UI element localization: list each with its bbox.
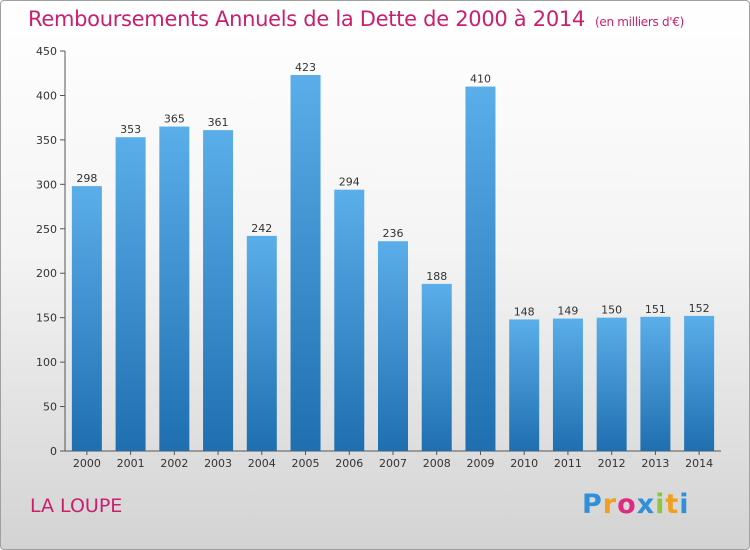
value-label: 242 bbox=[251, 222, 272, 235]
chart-title-text: Remboursements Annuels de la Dette de 20… bbox=[28, 7, 585, 31]
bar bbox=[290, 75, 321, 451]
x-axis: 2000 2001 2002 2003 2004 2005 2006 2007 2008 2009… bbox=[65, 450, 721, 470]
value-label: 150 bbox=[601, 304, 622, 317]
value-label: 423 bbox=[295, 61, 316, 74]
bar bbox=[640, 316, 671, 451]
y-tick-label: 150 bbox=[36, 312, 57, 325]
value-label: 361 bbox=[208, 116, 229, 129]
y-tick-label: 350 bbox=[36, 134, 57, 147]
proxiti-logo[interactable]: Proxiti bbox=[582, 489, 690, 520]
x-tick-label: 2001 bbox=[117, 457, 145, 470]
value-label: 410 bbox=[470, 73, 491, 86]
value-label: 188 bbox=[426, 270, 447, 283]
logo-letter: x bbox=[636, 489, 656, 520]
y-tick-label: 50 bbox=[43, 401, 57, 414]
logo-letter: P bbox=[582, 489, 603, 520]
bar bbox=[246, 235, 277, 451]
value-label: 236 bbox=[383, 227, 404, 240]
value-label: 152 bbox=[689, 302, 710, 315]
logo-letter: t bbox=[665, 489, 680, 520]
value-label: 365 bbox=[164, 113, 185, 126]
value-label: 149 bbox=[557, 305, 578, 318]
x-tick-label: 2002 bbox=[160, 457, 188, 470]
y-tick-label: 0 bbox=[50, 445, 57, 458]
bar bbox=[203, 130, 234, 451]
bar bbox=[552, 318, 583, 451]
x-tick-label: 2010 bbox=[510, 457, 538, 470]
x-tick-label: 2011 bbox=[554, 457, 582, 470]
data-labels: 298 353 365 361 242 423 294 236 188 410 148 149 150 1… bbox=[76, 61, 709, 318]
bar bbox=[159, 126, 190, 452]
bar bbox=[684, 315, 715, 451]
x-tick-label: 2004 bbox=[248, 457, 276, 470]
x-tick-label: 2008 bbox=[423, 457, 451, 470]
value-label: 298 bbox=[76, 172, 97, 185]
y-tick-label: 450 bbox=[36, 45, 57, 58]
y-axis: 0 50 100 150 200 250 300 350 400 450 bbox=[36, 45, 66, 458]
bars bbox=[71, 75, 715, 452]
logo-letter: o bbox=[617, 489, 637, 520]
x-tick-label: 2003 bbox=[204, 457, 232, 470]
value-label: 353 bbox=[120, 123, 141, 136]
bar bbox=[509, 319, 540, 451]
bar bbox=[378, 241, 408, 451]
city-name: LA LOUPE bbox=[30, 495, 123, 517]
x-tick-label: 2007 bbox=[379, 457, 407, 470]
x-tick-label: 2006 bbox=[335, 457, 363, 470]
x-tick-label: 2005 bbox=[292, 457, 320, 470]
y-tick-label: 100 bbox=[36, 356, 57, 369]
y-tick-label: 400 bbox=[36, 89, 57, 102]
chart-title: Remboursements Annuels de la Dette de 20… bbox=[28, 7, 684, 31]
value-label: 151 bbox=[645, 303, 666, 316]
bar bbox=[421, 283, 452, 451]
x-tick-label: 2014 bbox=[685, 457, 713, 470]
bar bbox=[115, 137, 146, 451]
value-label: 148 bbox=[514, 305, 535, 318]
y-tick-label: 300 bbox=[36, 178, 57, 191]
logo-letter: i bbox=[655, 489, 666, 520]
y-tick-label: 200 bbox=[36, 267, 57, 280]
x-tick-label: 2013 bbox=[641, 457, 669, 470]
chart-subtitle: (en milliers d'€) bbox=[595, 15, 685, 29]
bar bbox=[71, 186, 102, 451]
bar bbox=[465, 86, 496, 452]
y-tick-label: 250 bbox=[36, 223, 57, 236]
value-label: 294 bbox=[339, 176, 360, 189]
bar bbox=[596, 317, 627, 451]
logo-letter: i bbox=[679, 489, 690, 520]
logo-letter: r bbox=[602, 489, 618, 520]
x-tick-label: 2012 bbox=[598, 457, 626, 470]
bar bbox=[334, 189, 365, 451]
x-tick-label: 2000 bbox=[73, 457, 101, 470]
x-tick-label: 2009 bbox=[466, 457, 494, 470]
